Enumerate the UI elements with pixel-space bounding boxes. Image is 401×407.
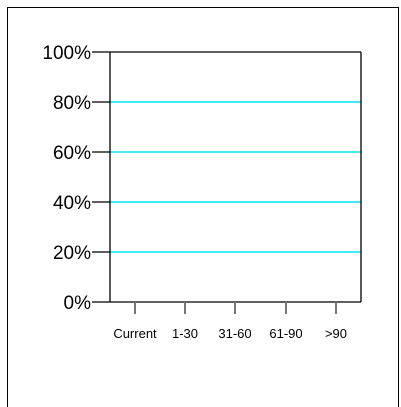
- x-tick-label: 1-30: [172, 326, 198, 341]
- y-tick-label: 60%: [53, 143, 91, 164]
- y-tick-label: 40%: [53, 193, 91, 214]
- x-tick-label: Current: [113, 326, 157, 341]
- x-ticks: Current 1-30 31-60 61-90 >90: [113, 302, 347, 341]
- y-tick-label: 100%: [42, 43, 91, 64]
- x-tick-label: 61-90: [269, 326, 302, 341]
- x-tick-label: >90: [325, 326, 347, 341]
- y-tick-label: 80%: [53, 93, 91, 114]
- grid-layer: [110, 101, 361, 253]
- y-tick-label: 20%: [53, 243, 91, 264]
- y-ticks: 0% 20% 40% 60% 80% 100%: [42, 43, 110, 314]
- x-tick-label: 31-60: [218, 326, 251, 341]
- plot-area: [109, 51, 362, 303]
- chart-frame: [7, 7, 399, 407]
- y-tick-label: 0%: [64, 293, 92, 314]
